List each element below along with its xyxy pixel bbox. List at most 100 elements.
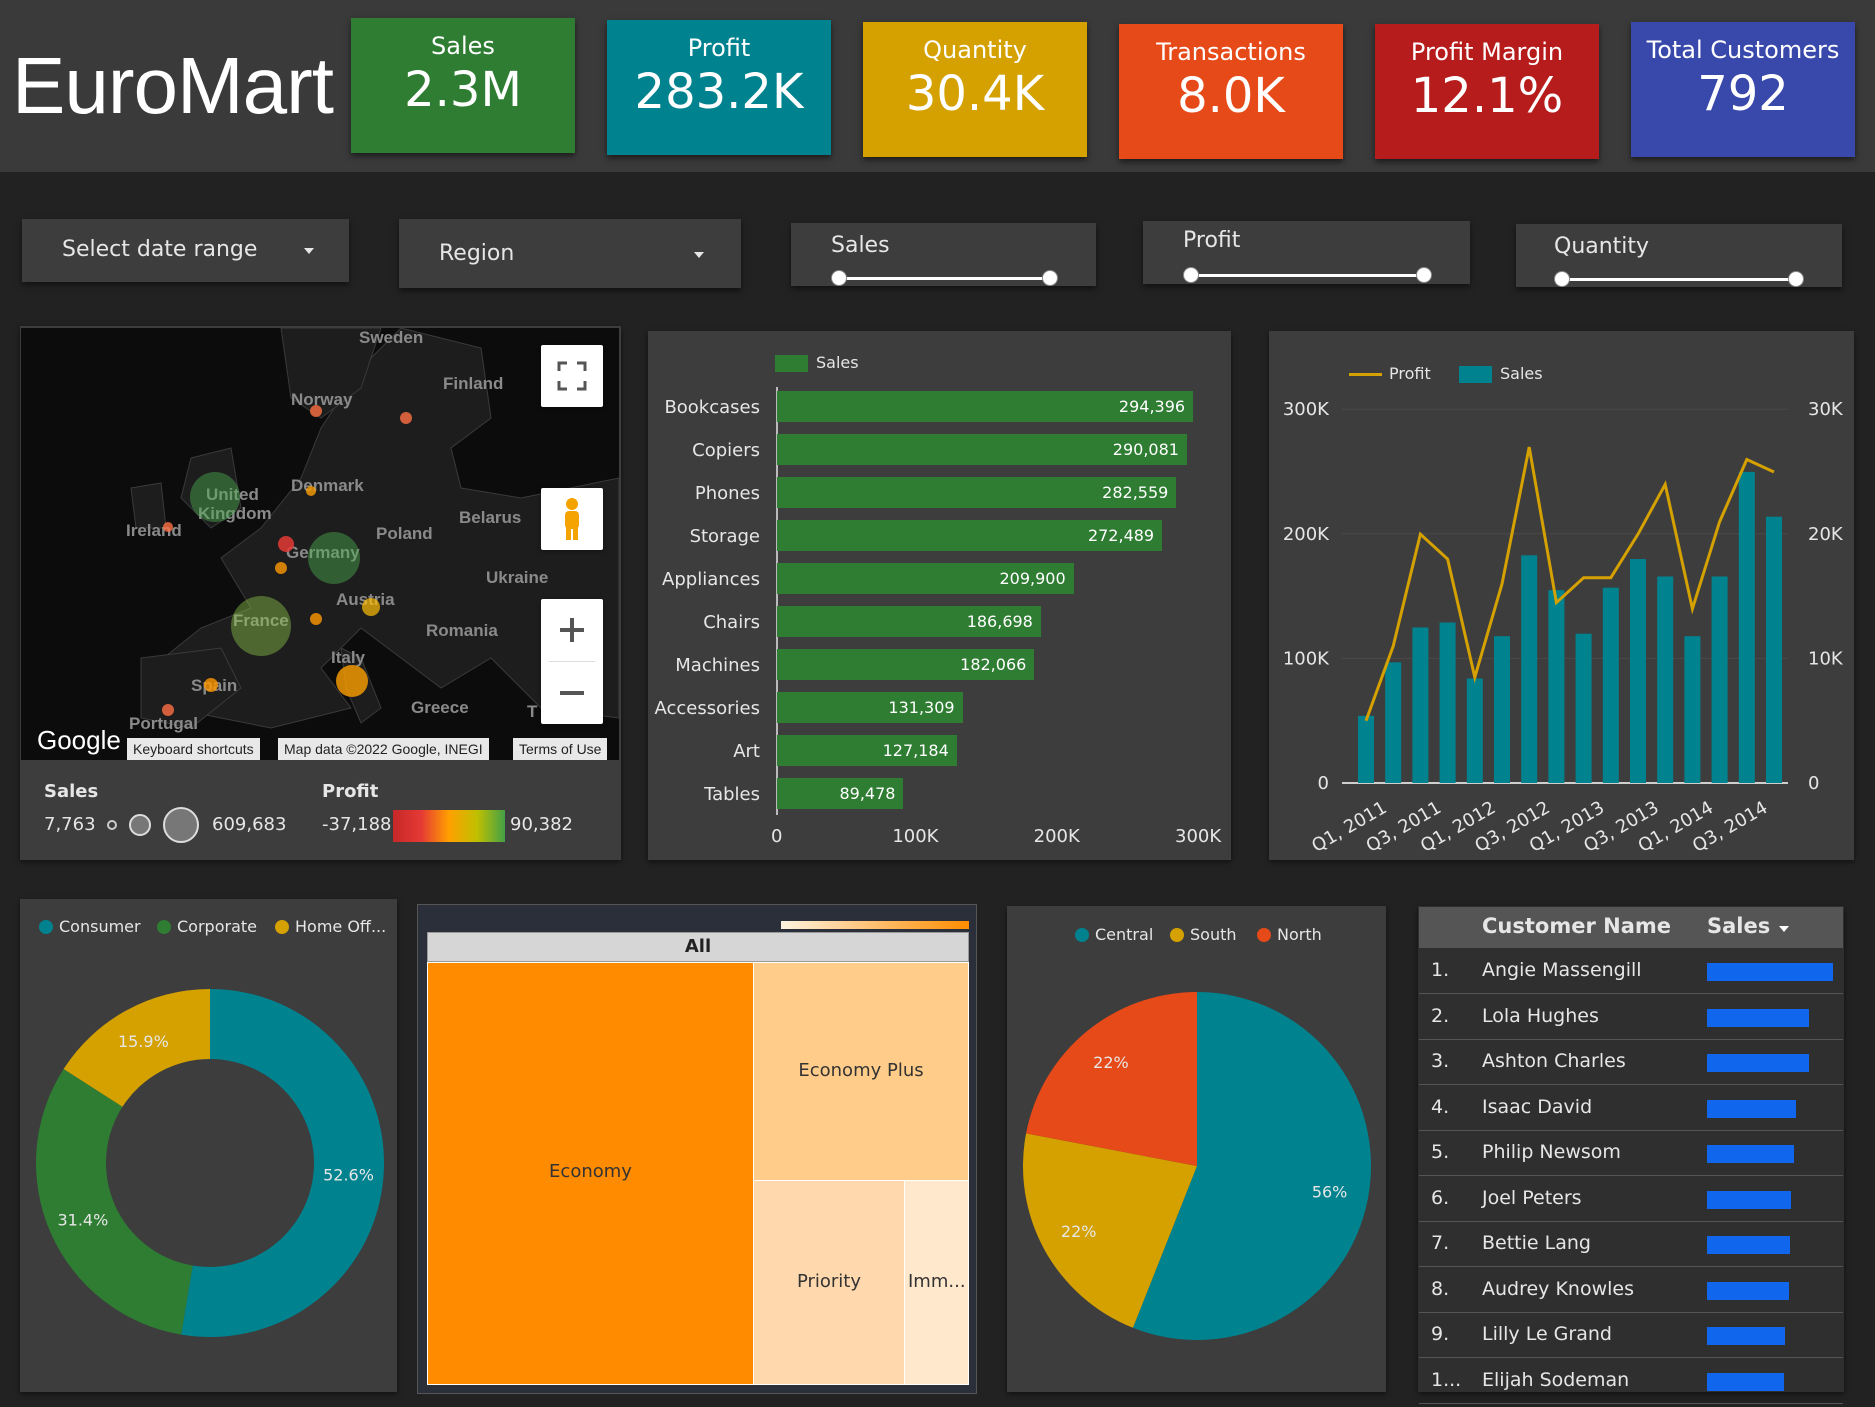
bar-appliances[interactable]: 209,900 (777, 563, 1074, 594)
table-row[interactable]: 4. Isaac David (1419, 1085, 1843, 1131)
treemap-root-header[interactable]: All (427, 932, 969, 962)
map-bubble-denmark (306, 486, 316, 496)
legend-swatch (157, 920, 171, 934)
slider-max-handle[interactable] (1416, 267, 1432, 283)
sales-bar (1630, 559, 1646, 783)
customer-name: Angie Massengill (1482, 959, 1642, 981)
legend-label[interactable]: Home Off... (295, 917, 387, 936)
quantity-range-slider[interactable]: Quantity (1516, 224, 1842, 287)
sales-bar (1385, 662, 1402, 783)
slider-min-handle[interactable] (831, 270, 847, 286)
zoom-divider (549, 661, 595, 662)
bar-value-label: 294,396 (1118, 397, 1186, 416)
sales-range-slider[interactable]: Sales (791, 223, 1096, 286)
profit-color-gradient (393, 810, 505, 842)
kpi-card-sales: Sales 2.3M (351, 18, 575, 153)
bar-copiers[interactable]: 290,081 (777, 434, 1187, 465)
table-row[interactable]: 7. Bettie Lang (1419, 1221, 1843, 1267)
pie-slice-corporate (36, 1068, 193, 1335)
row-rank: 5. (1431, 1141, 1450, 1163)
minus-icon (560, 691, 584, 695)
map-country-label: Germany (286, 543, 360, 562)
map-bubble-belgium (278, 536, 294, 552)
map-legend-profit-title: Profit (322, 781, 379, 802)
map-bubble-italy (336, 665, 368, 697)
bar-phones[interactable]: 282,559 (777, 477, 1177, 508)
legend-label[interactable]: Consumer (59, 917, 141, 936)
profit-range-slider[interactable]: Profit (1143, 221, 1470, 284)
bar-bookcases[interactable]: 294,396 (777, 391, 1194, 422)
legend-swatch (1075, 928, 1089, 942)
bar-category-label: Appliances (662, 569, 760, 590)
table-header (1419, 907, 1843, 948)
legend-label-sales: Sales (816, 353, 859, 372)
zoom-out-button[interactable] (541, 662, 603, 724)
table-row[interactable]: 1... Elijah Sodeman (1419, 1358, 1843, 1404)
bar-chairs[interactable]: 186,698 (777, 606, 1041, 637)
y-left-tick-label: 200K (1283, 524, 1330, 545)
treemap-cell-economy-plus[interactable]: Economy Plus (753, 962, 969, 1181)
date-range-dropdown[interactable]: Select date range (22, 219, 349, 282)
treemap-cell-immediate[interactable]: Imm... (904, 1180, 969, 1385)
bar-chart-axis (776, 387, 778, 815)
map-country-label: Ukraine (486, 568, 549, 587)
row-rank: 8. (1431, 1277, 1450, 1300)
fullscreen-button[interactable] (541, 345, 603, 407)
pegman-icon (565, 498, 579, 540)
row-rank: 6. (1431, 1186, 1450, 1209)
customer-name: Isaac David (1482, 1095, 1593, 1118)
bar-storage[interactable]: 272,489 (777, 520, 1163, 551)
table-row[interactable]: 2. Lola Hughes (1419, 994, 1843, 1040)
legend-label[interactable]: South (1190, 925, 1237, 944)
slider-min-handle[interactable] (1183, 267, 1199, 283)
column-header-sales[interactable]: Sales (1707, 914, 1771, 938)
slider-max-handle[interactable] (1788, 271, 1804, 287)
treemap-cell-priority[interactable]: Priority (753, 1180, 905, 1385)
map-bubbles (162, 405, 412, 716)
table-row[interactable]: 3. Ashton Charles (1419, 1039, 1843, 1085)
map-bubble-norway (310, 405, 322, 417)
bar-accessories[interactable]: 131,309 (777, 692, 963, 723)
map-legend-profit-min: -37,188 (322, 814, 392, 835)
europe-map[interactable]: Sweden Finland Norway United Kingdom Denmark B… (21, 328, 619, 760)
bar-art[interactable]: 127,184 (777, 735, 957, 766)
table-row[interactable]: 8. Audrey Knowles (1419, 1267, 1843, 1313)
kpi-value: 12.1% (1410, 68, 1564, 124)
keyboard-shortcuts-link[interactable]: Keyboard shortcuts (127, 738, 260, 760)
bar-value-label: 209,900 (999, 569, 1066, 588)
slice-value-label: 22% (1093, 1053, 1129, 1072)
legend-label[interactable]: North (1277, 925, 1322, 944)
table-row[interactable]: 1. Angie Massengill (1419, 948, 1843, 994)
table-row[interactable]: 9. Lilly Le Grand (1419, 1312, 1843, 1358)
slider-min-handle[interactable] (1554, 271, 1570, 287)
street-view-button[interactable] (541, 488, 603, 550)
kpi-label: Sales (431, 32, 495, 60)
sales-bar (1358, 715, 1374, 783)
sales-bar (1711, 576, 1728, 783)
sort-descending-icon[interactable] (1779, 926, 1789, 932)
bar-tables[interactable]: 89,478 (777, 778, 904, 809)
y-right-tick-label: 20K (1808, 524, 1844, 545)
legend-label[interactable]: Central (1095, 925, 1154, 944)
zoom-in-button[interactable] (541, 599, 603, 661)
table-row[interactable]: 5. Philip Newsom (1419, 1130, 1843, 1176)
map-bubble-uk (190, 472, 240, 522)
sales-bar (1602, 587, 1619, 783)
treemap-cell-label: Priority (796, 1271, 862, 1292)
map-country-label: Austria (336, 590, 395, 609)
bar-machines[interactable]: 182,066 (777, 649, 1035, 680)
terms-of-use-link[interactable]: Terms of Use (513, 738, 608, 760)
table-row[interactable]: 6. Joel Peters (1419, 1176, 1843, 1222)
map-country-label: Belarus (459, 508, 522, 527)
column-header-customer-name[interactable]: Customer Name (1482, 914, 1671, 938)
legend-label[interactable]: Corporate (177, 917, 257, 936)
bar-category-label: Machines (675, 655, 760, 676)
kpi-value: 283.2K (634, 64, 804, 120)
legend-label-profit: Profit (1389, 364, 1431, 383)
slider-max-handle[interactable] (1042, 270, 1058, 286)
slider-track (1190, 274, 1425, 277)
region-dropdown[interactable]: Region (399, 219, 741, 288)
treemap-cell-economy[interactable]: Economy (427, 962, 754, 1385)
x-tick-label: 200K (1033, 826, 1080, 847)
customer-name: Lola Hughes (1482, 1004, 1599, 1027)
